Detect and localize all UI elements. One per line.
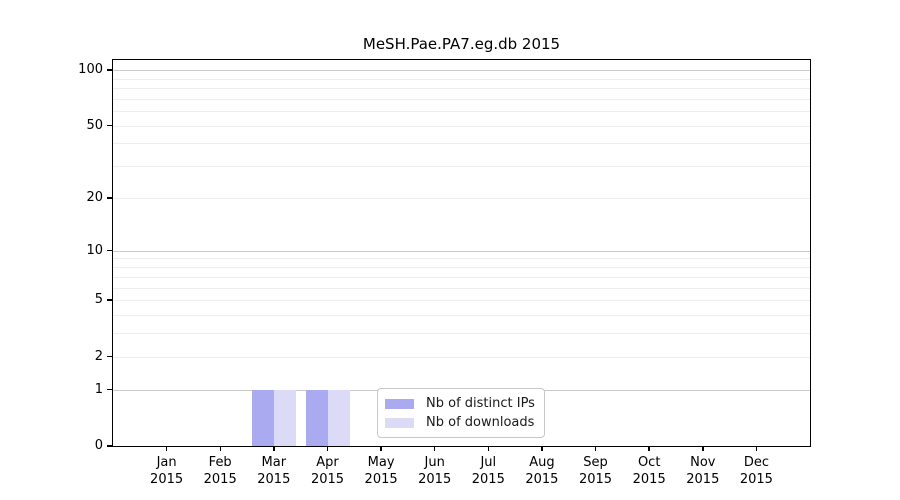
x-tick-label-jan: Jan 2015 [150,455,184,487]
y-gridline-minor [113,314,810,316]
x-tick-mark [594,446,597,451]
y-gridline-minor [113,287,810,289]
y-gridline-major [113,250,810,252]
x-tick-label-sep: Sep 2015 [578,455,613,487]
x-tick-label-jun: Jun 2015 [418,455,452,487]
y-tick-label: 5 [94,292,103,307]
y-gridline-minor [113,267,810,268]
legend: Nb of distinct IPs Nb of downloads [377,388,545,438]
bar-mar-nb-of-distinct-ips [251,389,274,446]
y-gridline-minor [113,333,810,335]
x-tick-mark [219,446,221,451]
x-tick-mark [487,446,490,451]
x-tick-mark [165,446,168,451]
y-tick-mark [107,299,113,301]
y-gridline-minor [113,276,810,278]
y-gridline-minor [113,143,810,145]
x-tick-label-nov: Nov 2015 [686,455,720,487]
bar-apr-nb-of-distinct-ips [305,389,328,446]
y-tick-label: 100 [78,62,103,77]
y-gridline-minor [113,78,810,80]
y-tick-mark [107,445,113,447]
y-tick-label: 50 [86,117,103,133]
x-tick-label-aug: Aug 2015 [525,455,559,487]
y-gridline-minor [113,88,810,89]
x-tick-label-apr: Apr 2015 [310,455,345,487]
x-tick-mark [541,446,543,451]
chart-title: MeSH.Pae.PA7.eg.db 2015 [362,35,561,53]
y-tick-mark [107,69,113,71]
x-tick-mark [702,446,704,451]
y-tick-mark [107,388,113,391]
legend-swatch-distinct-ips [385,398,414,409]
y-tick-mark [107,124,113,127]
y-tick-mark [107,197,113,199]
x-tick-mark [433,446,436,451]
y-tick-mark [107,249,113,252]
legend-label-distinct-ips: Nb of distinct IPs [426,396,535,411]
legend-item-distinct-ips: Nb of distinct IPs [385,394,536,413]
x-tick-mark [755,446,758,451]
y-tick-label: 1 [94,381,103,397]
x-tick-mark [326,446,329,451]
y-tick-label: 20 [86,190,103,205]
y-tick-label: 10 [86,242,103,258]
plot-area: Nb of distinct IPs Nb of downloads [112,59,811,447]
bar-mar-nb-of-downloads [273,389,296,446]
y-tick-label: 2 [94,348,103,364]
legend-swatch-downloads [385,417,414,428]
y-gridline-minor [113,98,810,100]
y-tick-mark [107,355,113,358]
x-tick-label-dec: Dec 2015 [739,455,773,487]
x-tick-mark [648,446,650,451]
y-gridline-minor [113,111,810,113]
y-tick-label: 0 [94,438,103,453]
y-gridline-minor [113,300,810,301]
bar-apr-nb-of-downloads [327,389,350,446]
y-gridline-major [113,70,810,71]
y-gridline-minor [113,258,810,260]
x-tick-label-mar: Mar 2015 [257,455,291,487]
y-gridline-minor [113,166,810,168]
x-tick-mark [273,446,275,451]
x-tick-label-jul: Jul 2015 [471,455,505,487]
x-tick-label-feb: Feb 2015 [203,455,237,487]
y-gridline-minor [113,356,810,358]
legend-label-downloads: Nb of downloads [426,415,535,430]
x-tick-label-may: May 2015 [364,455,398,487]
x-tick-label-oct: Oct 2015 [632,455,666,487]
x-tick-mark [380,446,382,451]
legend-item-downloads: Nb of downloads [385,413,536,432]
y-gridline-minor [113,198,810,199]
y-gridline-minor [113,125,810,127]
